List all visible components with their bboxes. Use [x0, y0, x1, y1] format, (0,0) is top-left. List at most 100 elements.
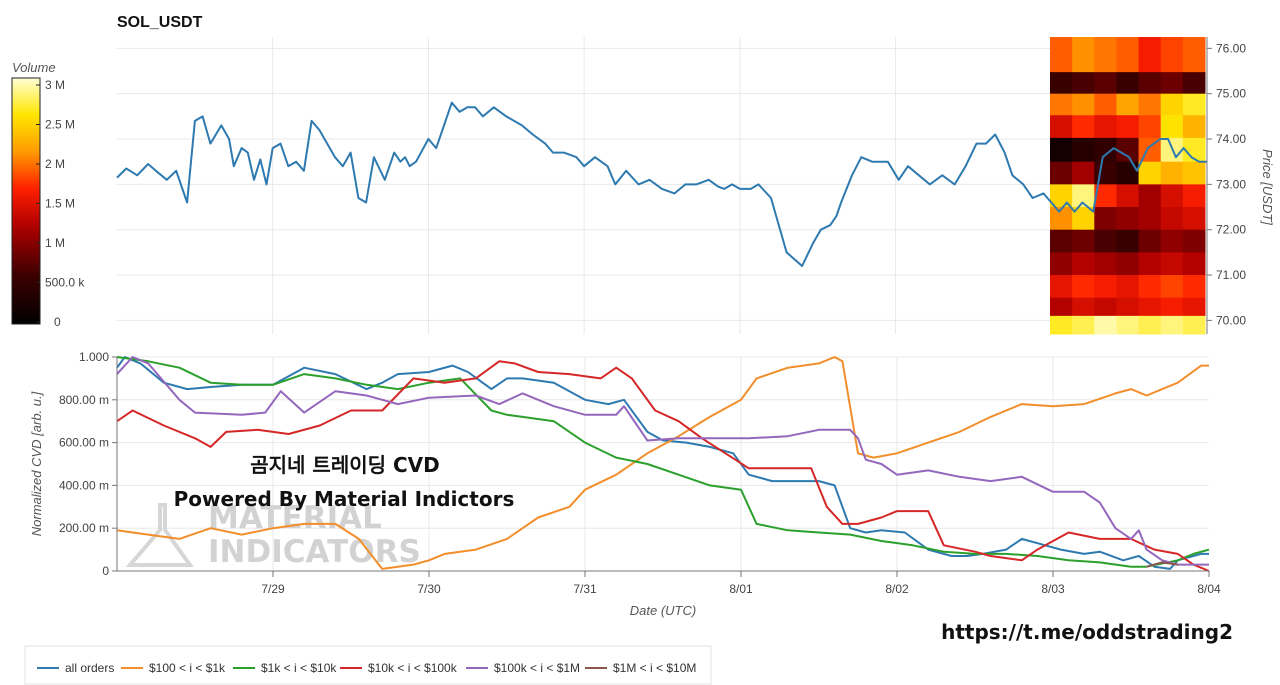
heatmap-cell — [1138, 93, 1162, 116]
price-tick-label: 70.00 — [1216, 313, 1246, 327]
heatmap-cell — [1116, 315, 1140, 335]
heatmap-cell — [1182, 229, 1206, 253]
heatmap-cell — [1182, 184, 1206, 208]
price-tick-label: 72.00 — [1216, 223, 1246, 237]
cvd-x-tick-label: 7/30 — [417, 582, 441, 596]
heatmap-cell — [1116, 37, 1140, 73]
colorbar-tick-label: 500.0 k — [45, 276, 85, 290]
cvd-y-tick-label: 800.00 m — [59, 393, 109, 407]
legend-item-r10k_100k[interactable]: $10k < i < $100k — [340, 661, 458, 675]
cvd-plot-area — [117, 357, 1209, 571]
heatmap-cell — [1138, 72, 1162, 95]
cvd-panel: MATERIAL INDICATORS 0 200.00 m 400.00 m 600… — [29, 350, 1221, 618]
heatmap-cell — [1094, 72, 1117, 95]
legend-label: $1k < i < $10k — [261, 661, 337, 675]
heatmap-cell — [1094, 207, 1117, 231]
heatmap-cell — [1072, 207, 1095, 231]
heatmap-cell — [1050, 229, 1073, 253]
heatmap-cell — [1138, 252, 1162, 276]
material-indicators-watermark: MATERIAL INDICATORS — [125, 500, 421, 570]
price-panel: SOL_USDT 70.0071.0072.0073.0074.0075.007… — [116, 14, 1275, 335]
heatmap-cell — [1094, 252, 1117, 276]
heatmap-cell — [1072, 275, 1095, 299]
heatmap-cell — [1050, 161, 1073, 185]
legend-item-all_orders[interactable]: all orders — [37, 661, 114, 675]
cvd-x-tick-label: 8/04 — [1197, 582, 1221, 596]
price-tick-label: 76.00 — [1216, 41, 1246, 55]
heatmap-cell — [1072, 115, 1095, 139]
colorbar-tick-label: 3 M — [45, 78, 65, 92]
heatmap-cell — [1138, 37, 1162, 73]
heatmap-cell — [1050, 315, 1073, 335]
overlay-title: 곰지네 트레이딩 CVD — [250, 453, 439, 477]
heatmap-cell — [1072, 184, 1095, 208]
heatmap-cell — [1138, 207, 1162, 231]
cvd-x-ticks: 7/29 7/30 7/31 8/01 8/02 8/03 8/04 — [117, 570, 1221, 596]
colorbar-title: Volume — [12, 60, 56, 75]
heatmap-cell — [1160, 93, 1184, 116]
cvd-y-axis-label: Normalized CVD [arb. u.] — [29, 391, 44, 536]
price-y-ticks: 70.00 71.00 72.00 73.00 74.00 75.00 76.00 — [1206, 37, 1246, 334]
overlay-subtitle: Powered By Material Indictors — [174, 487, 515, 511]
heatmap-cell — [1050, 252, 1073, 276]
cvd-y-ticks: 0 200.00 m 400.00 m 600.00 m 800.00 m 1.000 — [59, 350, 118, 578]
cvd-line-r10k_100k — [116, 360, 1210, 572]
cvd-x-tick-label: 8/02 — [885, 582, 909, 596]
heatmap-cell — [1138, 315, 1162, 335]
cvd-line-all_orders — [116, 356, 1209, 570]
heatmap-cell — [1094, 37, 1117, 73]
heatmap-cell — [1116, 207, 1140, 231]
legend-label: $100k < i < $1M — [494, 661, 580, 675]
flask-icon — [125, 503, 194, 567]
legend-item-r100_1k[interactable]: $100 < i < $1k — [121, 661, 226, 675]
telegram-link[interactable]: https://t.me/oddstrading2 — [941, 620, 1233, 644]
heatmap-cell — [1116, 275, 1140, 299]
heatmap-cell — [1050, 297, 1073, 317]
legend-item-r100k_1m[interactable]: $100k < i < $1M — [466, 661, 580, 675]
heatmap-cell — [1116, 161, 1140, 185]
colorbar-tick-label: 1.5 M — [45, 197, 75, 211]
volume-heatmap — [1050, 37, 1206, 335]
heatmap-cell — [1160, 72, 1184, 95]
cvd-y-tick-label: 400.00 m — [59, 478, 109, 492]
legend: all orders $100 < i < $1k $1k < i < $10k $1… — [24, 645, 712, 685]
heatmap-cell — [1160, 297, 1184, 317]
heatmap-cell — [1182, 207, 1206, 231]
heatmap-cell — [1160, 252, 1184, 276]
legend-item-r1k_10k[interactable]: $1k < i < $10k — [233, 661, 337, 675]
heatmap-cell — [1072, 137, 1095, 163]
heatmap-cell — [1116, 72, 1140, 95]
heatmap-cell — [1160, 275, 1184, 299]
colorbar-ticks: 0 500.0 k 1 M 1.5 M 2 M 2.5 M 3 M — [36, 78, 85, 329]
price-tick-label: 71.00 — [1216, 268, 1246, 282]
heatmap-cell — [1116, 297, 1140, 317]
heatmap-cell — [1182, 93, 1206, 116]
cvd-x-tick-label: 8/01 — [729, 582, 753, 596]
heatmap-cell — [1050, 207, 1073, 231]
heatmap-cell — [1094, 93, 1117, 116]
cvd-line-r1m_10m — [1146, 561, 1178, 568]
heatmap-cell — [1116, 93, 1140, 116]
heatmap-cell — [1138, 184, 1162, 208]
volume-colorbar: Volume 0 500.0 k 1 M 1.5 M 2 M 2.5 M 3 M — [11, 60, 85, 329]
heatmap-cell — [1072, 315, 1095, 335]
cvd-x-tick-label: 7/29 — [261, 582, 285, 596]
heatmap-cell — [1138, 229, 1162, 253]
heatmap-cell — [1138, 275, 1162, 299]
heatmap-cell — [1182, 315, 1206, 335]
price-grid — [117, 37, 1207, 334]
price-axis-label: Price [USDT] — [1260, 149, 1275, 225]
cvd-lines — [116, 356, 1210, 572]
heatmap-cell — [1050, 37, 1073, 73]
cvd-line-r100_1k — [116, 356, 1209, 570]
heatmap-cell — [1116, 229, 1140, 253]
cvd-grid — [117, 356, 1209, 572]
cvd-y-tick-label: 1.000 — [79, 350, 109, 364]
heatmap-cell — [1160, 229, 1184, 253]
colorbar-tick-label: 0 — [54, 315, 61, 329]
colorbar-tick-label: 2 M — [45, 157, 65, 171]
cvd-x-tick-label: 7/31 — [573, 582, 597, 596]
legend-item-r1m_10m[interactable]: $1M < i < $10M — [585, 661, 696, 675]
chart-title: SOL_USDT — [117, 14, 203, 31]
